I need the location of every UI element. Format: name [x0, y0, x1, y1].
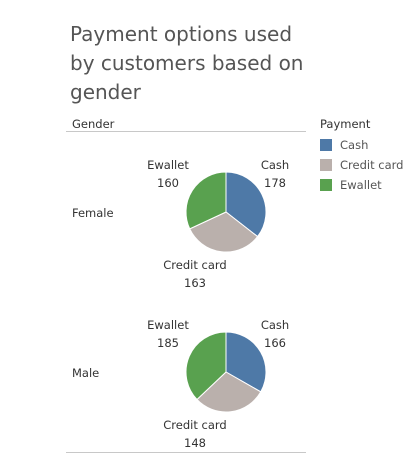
legend: Payment Cash Credit card Ewallet	[320, 117, 403, 195]
slice-label-male-credit-card: Credit card	[163, 418, 226, 432]
header-divider	[66, 131, 306, 132]
slice-value-male-ewallet: 185	[157, 336, 179, 350]
legend-swatch-ewallet	[320, 179, 332, 191]
legend-item-ewallet[interactable]: Ewallet	[320, 175, 403, 195]
pie-slice-male-ewallet[interactable]	[185, 331, 227, 401]
pie-slice-female-credit-card[interactable]	[189, 211, 259, 253]
legend-label-credit-card: Credit card	[340, 158, 404, 172]
legend-swatch-cash	[320, 139, 332, 151]
legend-title: Payment	[320, 117, 371, 131]
pie-slice-female-ewallet[interactable]	[185, 171, 227, 230]
pie-slice-male-credit-card[interactable]	[196, 371, 262, 413]
slice-value-male-credit-card: 148	[184, 436, 206, 450]
row-label-male: Male	[72, 366, 100, 380]
bottom-divider	[66, 452, 306, 453]
slice-value-female-credit-card: 163	[184, 276, 206, 290]
slice-label-female-ewallet: Ewallet	[147, 158, 189, 172]
pie-slice-male-cash[interactable]	[225, 331, 267, 393]
legend-label-ewallet: Ewallet	[340, 178, 382, 192]
legend-swatch-credit-card	[320, 159, 332, 171]
slice-label-female-cash: Cash	[261, 158, 289, 172]
slice-value-female-cash: 178	[264, 176, 286, 190]
slice-value-male-cash: 166	[264, 336, 286, 350]
legend-label-cash: Cash	[340, 138, 369, 152]
slice-label-male-ewallet: Ewallet	[147, 318, 189, 332]
legend-item-credit-card[interactable]: Credit card	[320, 155, 403, 175]
legend-item-cash[interactable]: Cash	[320, 135, 403, 155]
slice-label-male-cash: Cash	[261, 318, 289, 332]
row-label-female: Female	[72, 206, 114, 220]
slice-label-female-credit-card: Credit card	[163, 258, 226, 272]
slice-value-female-ewallet: 160	[157, 176, 179, 190]
chart-title: Payment options used by customers based …	[70, 22, 304, 104]
column-header-gender: Gender	[72, 117, 115, 131]
pie-slice-female-cash[interactable]	[225, 171, 267, 238]
